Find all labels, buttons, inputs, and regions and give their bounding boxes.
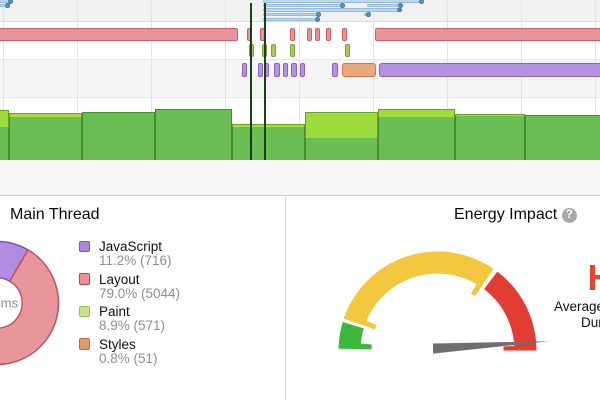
svg-text:6383ms: 6383ms [0, 296, 19, 311]
